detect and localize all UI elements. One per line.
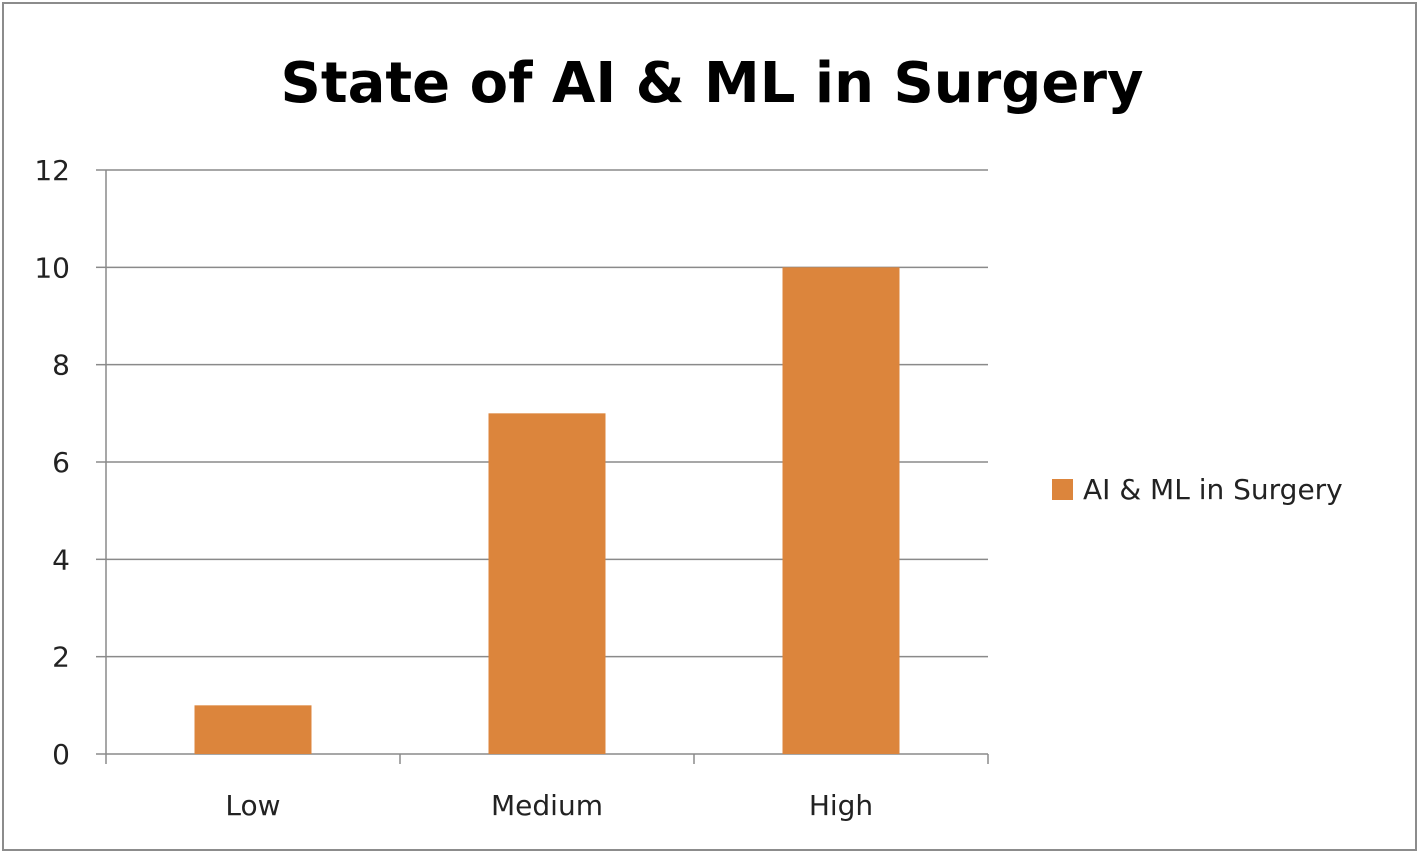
legend: AI & ML in Surgery (1052, 473, 1343, 506)
bar-medium (488, 413, 606, 754)
tick-labels: 0 2 4 6 8 10 12 Low Medium High (34, 154, 873, 822)
bar-high (782, 267, 900, 754)
bar-low (194, 705, 312, 754)
legend-label: AI & ML in Surgery (1083, 473, 1343, 506)
y-tick-label: 8 (52, 349, 70, 382)
x-tick-label: High (809, 789, 873, 822)
y-tick-label: 2 (52, 641, 70, 674)
y-tick-label: 12 (34, 154, 70, 187)
y-tick-label: 0 (52, 738, 70, 771)
x-tick-label: Low (225, 789, 280, 822)
chart-title: State of AI & ML in Surgery (281, 51, 1144, 116)
legend-swatch (1052, 479, 1073, 500)
y-tick-label: 6 (52, 446, 70, 479)
x-tick-label: Medium (491, 789, 603, 822)
y-tick-label: 4 (52, 543, 70, 576)
y-tick-label: 10 (34, 251, 70, 284)
bars (194, 267, 900, 754)
